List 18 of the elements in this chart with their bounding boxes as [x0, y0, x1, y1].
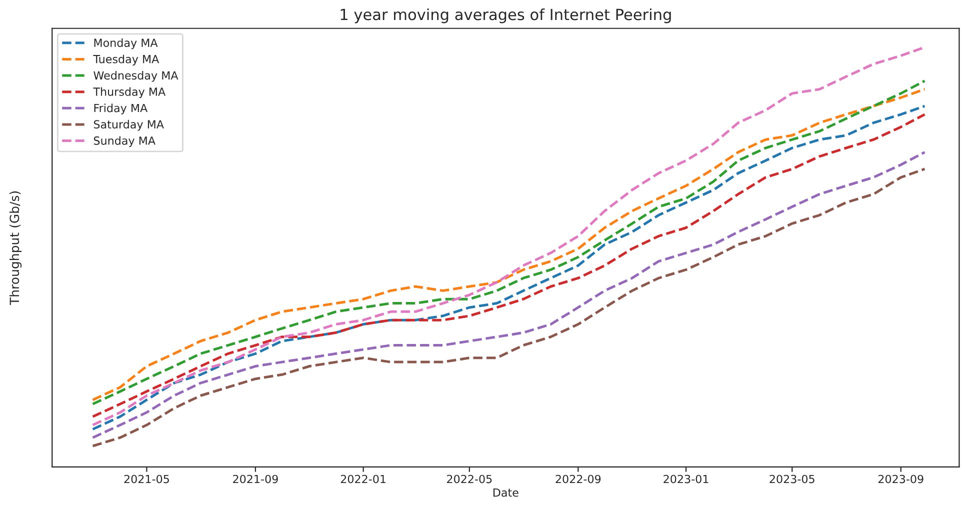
- legend-label: Friday MA: [94, 104, 148, 114]
- x-axis-title: Date: [493, 488, 518, 497]
- legend-label: Sunday MA: [94, 136, 156, 147]
- x-tick-label: 2023-01: [664, 474, 708, 484]
- x-tick-label: 2021-05: [124, 474, 169, 484]
- x-tick-label: 2022-09: [556, 474, 601, 484]
- x-tick-label: 2021-09: [233, 474, 278, 484]
- legend-label: Thursday MA: [93, 87, 166, 98]
- x-tick-label: 2023-05: [770, 474, 814, 484]
- legend-label: Wednesday MA: [94, 71, 178, 82]
- x-tick-label: 2022-01: [340, 474, 386, 484]
- legend-label: Monday MA: [94, 38, 158, 50]
- y-axis-title: Throughput (Gb/s): [9, 191, 22, 306]
- x-tick-label: 2022-05: [447, 474, 492, 484]
- legend-label: Tuesday MA: [93, 54, 160, 66]
- x-tick-label: 2023-09: [878, 474, 924, 484]
- chart-title: 1 year moving averages of Internet Peering: [340, 8, 671, 24]
- legend-label: Saturday MA: [94, 120, 164, 131]
